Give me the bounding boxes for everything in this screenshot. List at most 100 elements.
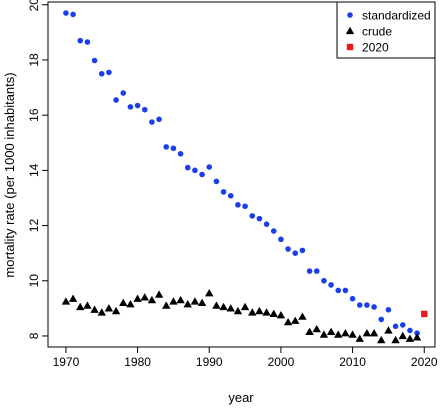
crude-point xyxy=(212,301,221,309)
standardized-point xyxy=(328,282,334,288)
standardized-point xyxy=(134,102,141,109)
crude-point xyxy=(348,330,357,338)
standardized-point xyxy=(399,322,406,328)
x-tick-label: 2000 xyxy=(268,355,295,369)
crude-point xyxy=(384,326,393,334)
x-tick-label: 1970 xyxy=(53,355,80,369)
standardized-point xyxy=(278,236,284,243)
standardized-point xyxy=(342,287,349,294)
series-crude xyxy=(61,288,422,344)
crude-point xyxy=(226,304,235,312)
series-2020 xyxy=(421,310,428,318)
crude-point xyxy=(83,301,92,309)
standardized-point xyxy=(313,268,320,274)
y-tick-label: 8 xyxy=(27,332,41,339)
crude-point xyxy=(369,329,379,337)
legend-label: crude xyxy=(362,25,392,39)
crude-point xyxy=(334,330,343,338)
standardized-point xyxy=(77,37,84,44)
crude-point xyxy=(90,305,99,313)
x-tick-label: 1980 xyxy=(124,355,151,369)
series-standardized xyxy=(63,10,420,337)
standardized-point xyxy=(299,247,306,254)
crude-point xyxy=(205,288,214,297)
standardized-point xyxy=(392,323,399,330)
standardized-point xyxy=(113,97,119,103)
crude-point xyxy=(248,308,257,316)
legend-marker-2020 xyxy=(346,43,354,51)
crude-point xyxy=(276,311,286,319)
standardized-point xyxy=(285,246,291,252)
standardized-point xyxy=(263,221,270,227)
crude-point xyxy=(412,333,422,341)
crude-point xyxy=(219,302,228,311)
crude-point xyxy=(111,306,121,315)
standardized-point xyxy=(227,192,234,199)
standardized-point xyxy=(349,295,356,302)
crude-point xyxy=(183,300,192,308)
legend-label: standardized xyxy=(362,9,431,23)
crude-point xyxy=(319,330,329,338)
standardized-point xyxy=(256,215,263,222)
standardized-point xyxy=(199,171,205,178)
y-tick-label: 12 xyxy=(27,219,41,233)
standardized-point xyxy=(292,250,299,256)
crude-point xyxy=(262,308,271,316)
standardized-point xyxy=(184,164,191,171)
crude-point xyxy=(233,306,243,315)
standardized-point xyxy=(335,287,342,294)
crude-point xyxy=(291,316,300,324)
standardized-point xyxy=(84,39,91,45)
standardized-point xyxy=(371,304,377,310)
standardized-point xyxy=(364,302,370,308)
crude-point xyxy=(190,297,200,305)
legend-label: 2020 xyxy=(362,41,389,55)
y-tick-label: 14 xyxy=(27,163,41,177)
crude-point xyxy=(126,300,135,308)
standardized-point xyxy=(378,316,385,323)
standardized-point xyxy=(306,268,313,274)
crude-point xyxy=(255,306,264,315)
y-axis: 8 10 12 14 16 18 20 xyxy=(27,0,49,339)
standardized-point xyxy=(63,10,69,16)
standardized-point xyxy=(321,277,327,284)
crude-point xyxy=(68,294,78,302)
crude-point xyxy=(269,309,278,318)
x-tick-label: 2020 xyxy=(411,355,438,369)
crude-point xyxy=(97,308,106,316)
x-tick-label: 1990 xyxy=(196,355,223,369)
crude-point xyxy=(140,293,149,301)
standardized-point xyxy=(163,144,170,150)
standardized-point xyxy=(249,213,256,219)
standardized-point xyxy=(242,203,248,210)
crude-point xyxy=(119,298,128,306)
crude-point xyxy=(176,295,185,304)
standardized-point xyxy=(407,327,413,334)
standardized-point xyxy=(120,90,127,96)
crude-point xyxy=(104,304,114,312)
standardized-point xyxy=(91,57,98,64)
y-tick-label: 18 xyxy=(27,53,41,67)
standardized-point xyxy=(206,164,213,170)
crude-point xyxy=(197,298,207,306)
standardized-point xyxy=(356,302,363,308)
crude-point xyxy=(377,335,386,344)
standardized-point xyxy=(98,70,105,77)
standardized-point xyxy=(270,228,277,234)
standardized-point xyxy=(385,306,392,313)
crude-point xyxy=(305,327,314,335)
standardized-point xyxy=(106,69,112,76)
crude-point xyxy=(405,334,415,342)
crude-point xyxy=(398,331,407,340)
standardized-point xyxy=(70,11,76,18)
standardized-point xyxy=(170,145,177,152)
y-tick-label: 16 xyxy=(27,108,41,122)
crude-point xyxy=(240,302,250,311)
crude-point xyxy=(391,335,400,344)
legend-box xyxy=(336,1,436,59)
2020-point xyxy=(421,310,428,318)
crude-point xyxy=(61,297,71,305)
standardized-point xyxy=(177,151,184,157)
crude-point xyxy=(162,301,171,309)
